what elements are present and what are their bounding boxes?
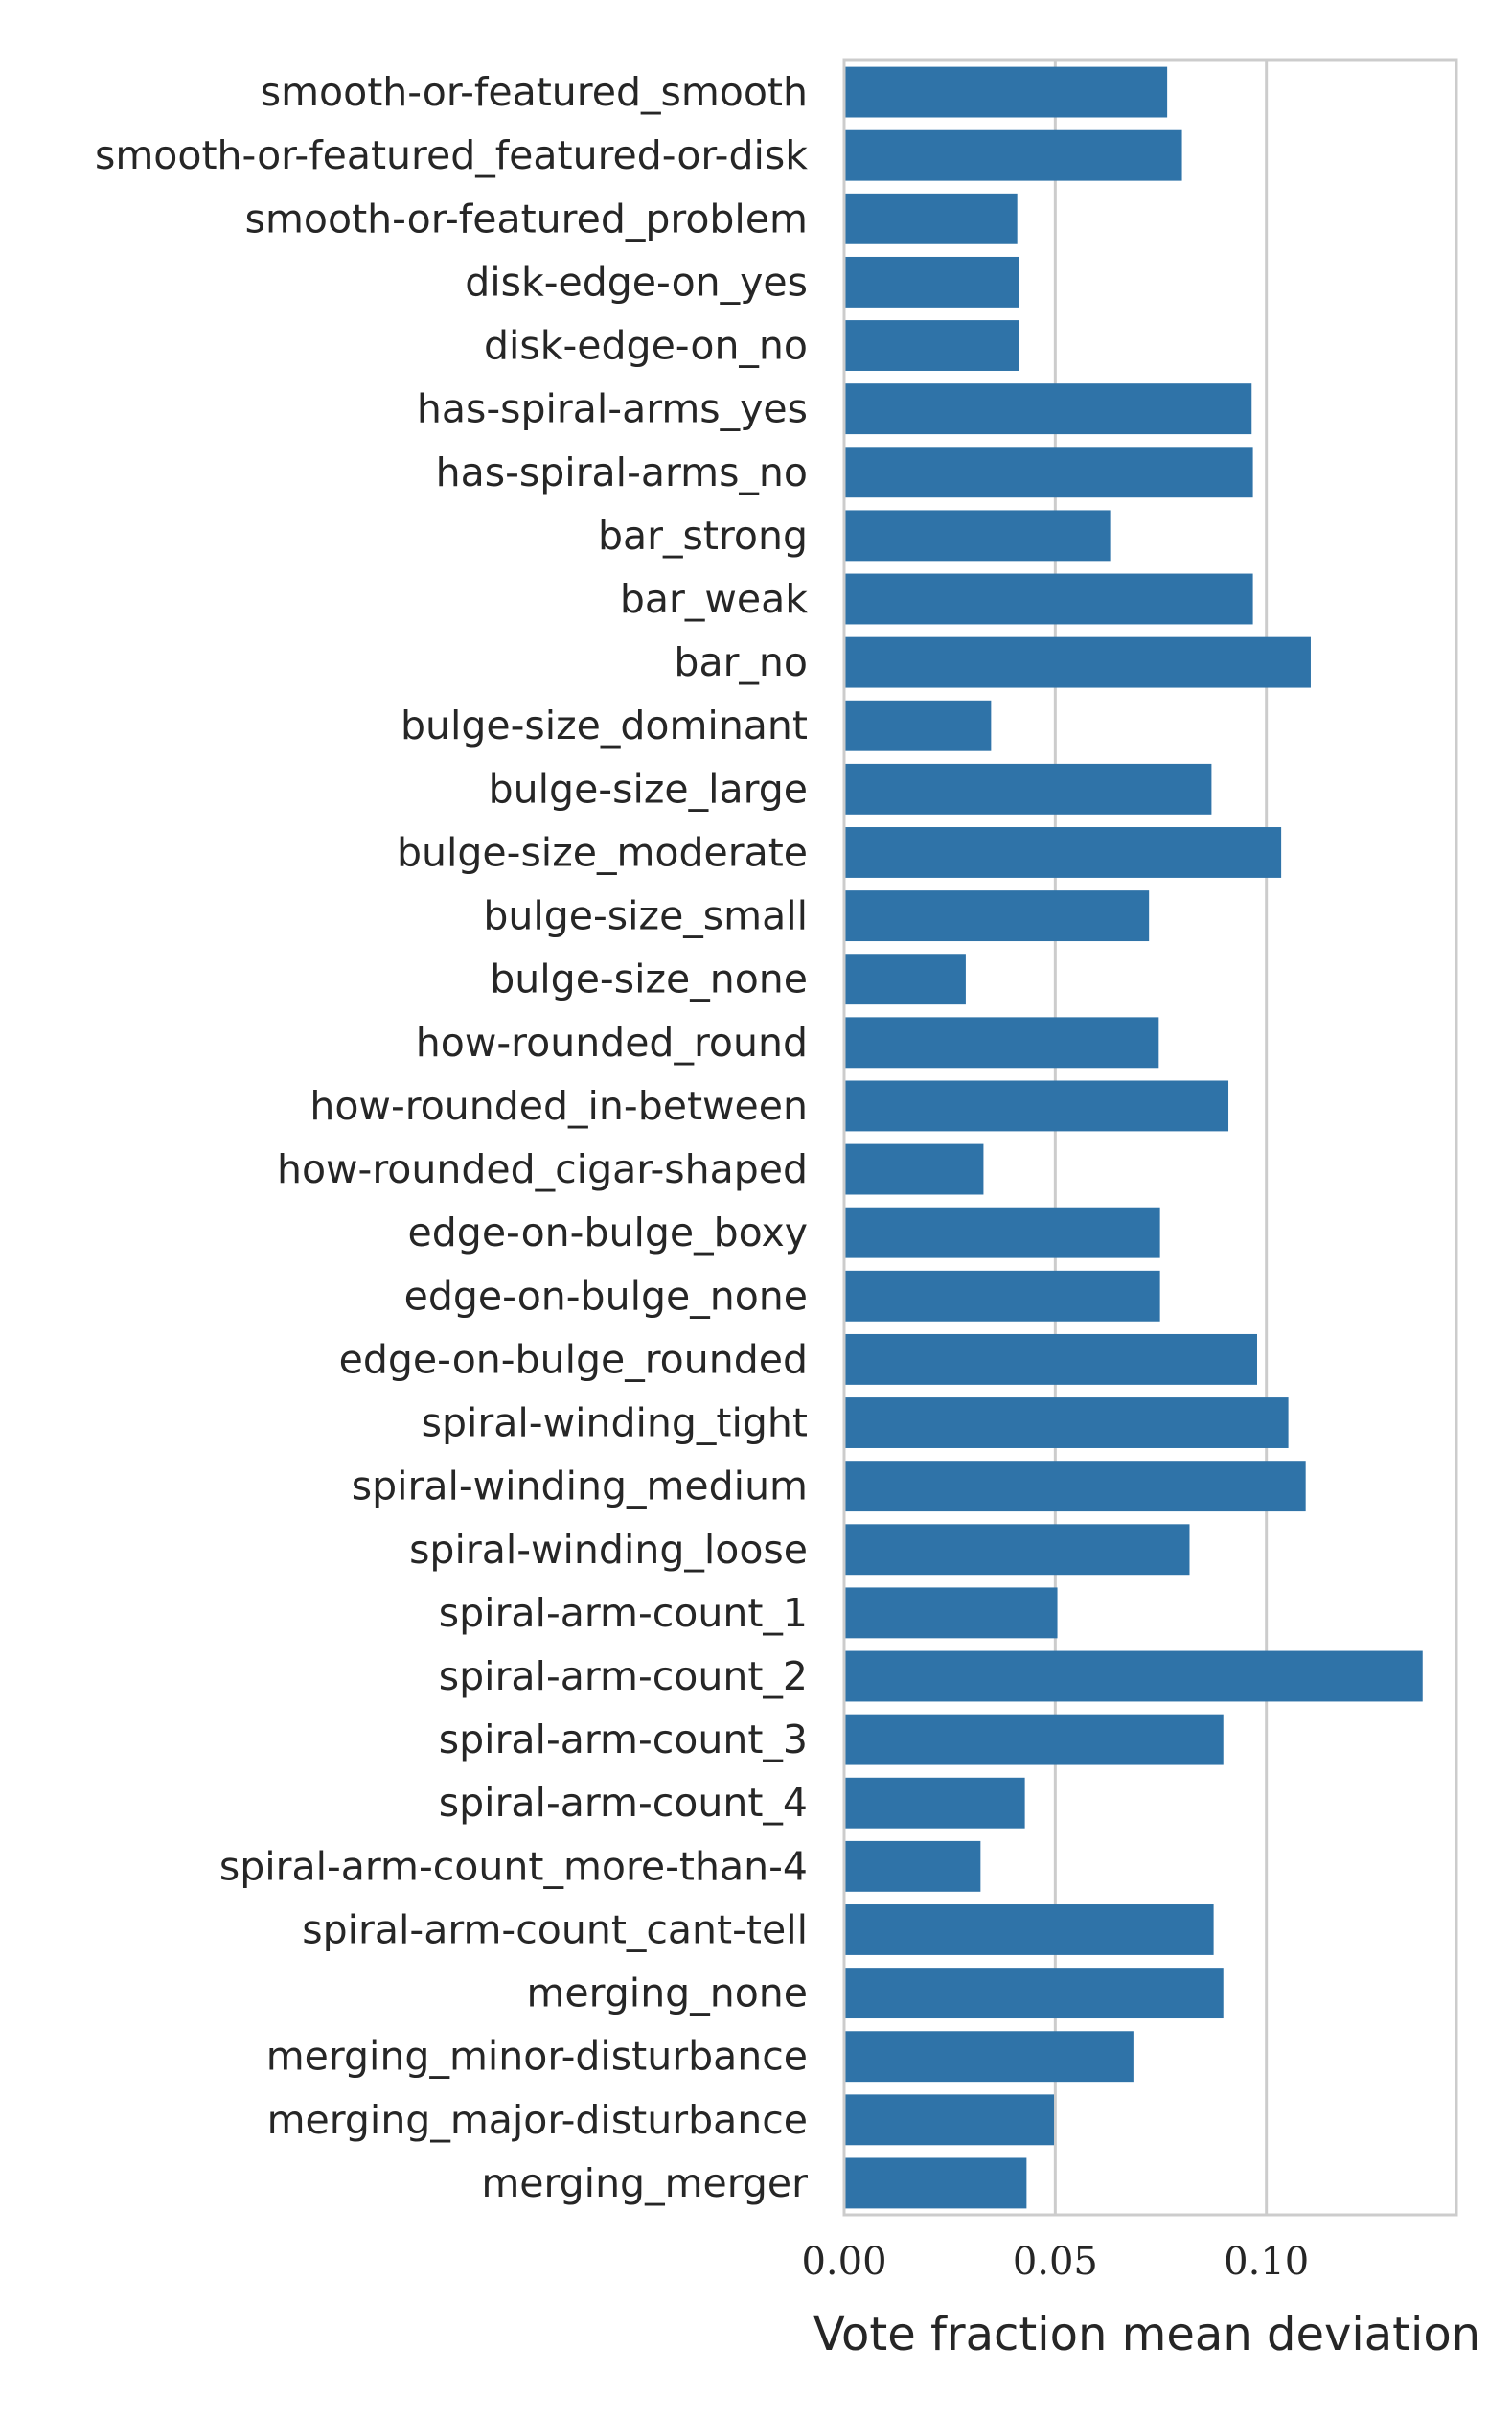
bar-smooth-or-featured_featured-or-disk xyxy=(844,129,1182,181)
bar-disk-edge-on_no xyxy=(844,320,1019,371)
category-label-bulge-size_moderate: bulge-size_moderate xyxy=(397,829,808,875)
bar-spiral-winding_tight xyxy=(844,1397,1289,1448)
plot-frame xyxy=(842,58,1458,2217)
category-label-spiral-winding_loose: spiral-winding_loose xyxy=(409,1527,808,1573)
category-label-spiral-arm-count_more-than-4: spiral-arm-count_more-than-4 xyxy=(219,1843,808,1889)
category-label-smooth-or-featured_problem: smooth-or-featured_problem xyxy=(245,196,808,242)
category-label-has-spiral-arms_no: has-spiral-arms_no xyxy=(436,449,808,495)
bar-merging_none xyxy=(844,1968,1224,2019)
category-label-merging_none: merging_none xyxy=(526,1970,808,2016)
category-label-bulge-size_none: bulge-size_none xyxy=(490,956,808,1002)
category-label-edge-on-bulge_rounded: edge-on-bulge_rounded xyxy=(339,1336,808,1382)
category-label-disk-edge-on_yes: disk-edge-on_yes xyxy=(465,259,808,305)
bar-bar_weak xyxy=(844,573,1253,625)
bar-spiral-arm-count_4 xyxy=(844,1777,1025,1829)
category-label-merging_minor-disturbance: merging_minor-disturbance xyxy=(266,2034,808,2080)
category-label-spiral-winding_tight: spiral-winding_tight xyxy=(422,1400,808,1446)
bar-spiral-arm-count_2 xyxy=(844,1650,1423,1702)
bar-bulge-size_moderate xyxy=(844,827,1282,878)
category-label-has-spiral-arms_yes: has-spiral-arms_yes xyxy=(417,386,808,432)
bar-bulge-size_large xyxy=(844,763,1212,815)
bar-disk-edge-on_yes xyxy=(844,256,1019,308)
bar-spiral-arm-count_1 xyxy=(844,1587,1058,1639)
category-label-smooth-or-featured_smooth: smooth-or-featured_smooth xyxy=(261,69,808,115)
bar-spiral-winding_medium xyxy=(844,1461,1306,1512)
bar-how-rounded_in-between xyxy=(844,1080,1229,1132)
x-tick-label-2: 0.10 xyxy=(1224,2240,1309,2284)
category-label-spiral-arm-count_cant-tell: spiral-arm-count_cant-tell xyxy=(302,1906,808,1952)
bar-bar_no xyxy=(844,636,1311,688)
bar-spiral-arm-count_3 xyxy=(844,1714,1224,1765)
category-label-disk-edge-on_no: disk-edge-on_no xyxy=(484,323,808,369)
bar-edge-on-bulge_rounded xyxy=(844,1333,1257,1385)
bar-spiral-winding_loose xyxy=(844,1524,1190,1576)
category-label-smooth-or-featured_featured-or-disk: smooth-or-featured_featured-or-disk xyxy=(95,132,808,178)
bar-bulge-size_none xyxy=(844,954,966,1005)
category-label-spiral-arm-count_4: spiral-arm-count_4 xyxy=(439,1780,808,1826)
bars xyxy=(844,66,1423,2209)
bar-has-spiral-arms_yes xyxy=(844,383,1252,435)
bar-edge-on-bulge_boxy xyxy=(844,1207,1160,1258)
bar-bar_strong xyxy=(844,510,1111,562)
category-label-spiral-arm-count_2: spiral-arm-count_2 xyxy=(439,1653,808,1699)
category-label-bar_no: bar_no xyxy=(674,639,808,685)
category-label-bulge-size_large: bulge-size_large xyxy=(489,766,808,812)
category-label-edge-on-bulge_boxy: edge-on-bulge_boxy xyxy=(408,1210,808,1256)
category-label-how-rounded_round: how-rounded_round xyxy=(416,1020,808,1066)
category-label-spiral-arm-count_3: spiral-arm-count_3 xyxy=(439,1716,808,1762)
bar-how-rounded_round xyxy=(844,1017,1159,1069)
category-label-bulge-size_small: bulge-size_small xyxy=(483,893,808,939)
category-label-edge-on-bulge_none: edge-on-bulge_none xyxy=(404,1273,808,1319)
bar-merging_merger xyxy=(844,2157,1027,2209)
x-axis-title: Vote fraction mean deviation xyxy=(813,2308,1480,2361)
x-tick-label-0: 0.00 xyxy=(801,2240,886,2284)
category-label-merging_major-disturbance: merging_major-disturbance xyxy=(267,2097,808,2143)
category-label-bulge-size_dominant: bulge-size_dominant xyxy=(401,703,808,749)
bar-how-rounded_cigar-shaped xyxy=(844,1143,984,1195)
bar-spiral-arm-count_cant-tell xyxy=(844,1904,1214,1955)
bar-spiral-arm-count_more-than-4 xyxy=(844,1840,981,1892)
x-tick-labels: 0.00 0.05 0.10 xyxy=(801,2240,1309,2284)
category-label-how-rounded_cigar-shaped: how-rounded_cigar-shaped xyxy=(277,1146,808,1192)
bar-bulge-size_small xyxy=(844,890,1150,942)
bar-edge-on-bulge_none xyxy=(844,1270,1160,1322)
category-label-spiral-winding_medium: spiral-winding_medium xyxy=(352,1463,808,1509)
bar-smooth-or-featured_smooth xyxy=(844,66,1168,118)
bar-bulge-size_dominant xyxy=(844,700,992,751)
category-label-bar_weak: bar_weak xyxy=(620,576,808,622)
x-tick-label-1: 0.05 xyxy=(1013,2240,1098,2284)
category-label-bar_strong: bar_strong xyxy=(598,513,808,559)
category-label-how-rounded_in-between: how-rounded_in-between xyxy=(309,1083,808,1129)
category-labels: smooth-or-featured_smooth smooth-or-featu… xyxy=(95,69,808,2206)
bar-has-spiral-arms_no xyxy=(844,447,1253,498)
bar-merging_minor-disturbance xyxy=(844,2031,1134,2083)
category-label-merging_merger: merging_merger xyxy=(481,2160,808,2206)
bar-merging_major-disturbance xyxy=(844,2094,1055,2146)
category-label-spiral-arm-count_1: spiral-arm-count_1 xyxy=(439,1590,808,1636)
bar-smooth-or-featured_problem xyxy=(844,193,1018,244)
